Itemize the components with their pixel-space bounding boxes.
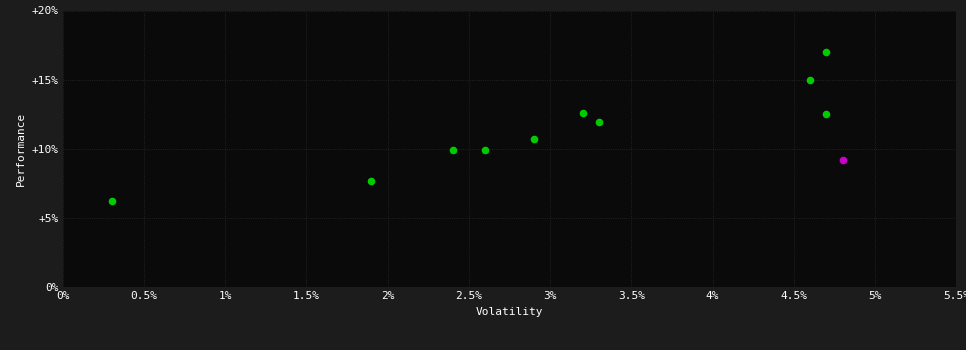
Y-axis label: Performance: Performance (16, 112, 26, 186)
Point (818, 49, 834, 55)
Point (591, 120, 607, 125)
Point (575, 110, 590, 116)
Point (803, 77, 818, 83)
Point (103, 198, 119, 204)
Point (445, 147, 461, 153)
X-axis label: Volatility: Volatility (476, 307, 543, 317)
Point (818, 111, 834, 117)
Point (526, 136, 542, 142)
Point (477, 147, 493, 153)
Point (835, 157, 850, 163)
Point (364, 178, 380, 183)
